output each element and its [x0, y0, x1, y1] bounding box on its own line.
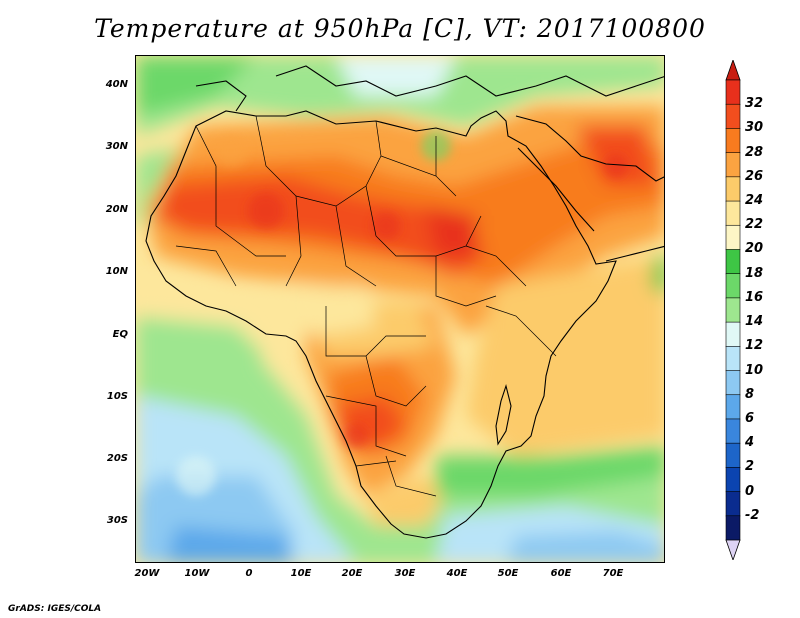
- lon-label-10e: 10E: [281, 568, 321, 579]
- temperature-map: [135, 55, 665, 563]
- chart-title: Temperature at 950hPa [C], VT: 201710080…: [0, 14, 800, 43]
- colorbar-label: 16: [745, 290, 763, 305]
- colorbar-segment: [726, 443, 740, 468]
- colorbar-label: 18: [745, 266, 763, 281]
- colorbar-segment: [726, 322, 740, 347]
- colorbar-segment: [726, 225, 740, 250]
- colorbar-segment: [726, 104, 740, 129]
- colorbar-segment: [726, 201, 740, 226]
- lat-label-30n: 30N: [88, 141, 128, 152]
- colorbar-label: -2: [745, 508, 759, 523]
- lon-label-20w: 20W: [127, 568, 167, 579]
- lat-label-10s: 10S: [88, 391, 128, 402]
- colorbar-segment: [726, 492, 740, 517]
- lon-label-60e: 60E: [541, 568, 581, 579]
- lat-label-eq: EQ: [88, 329, 128, 340]
- colorbar-label: 26: [745, 169, 763, 184]
- lon-label-30e: 30E: [385, 568, 425, 579]
- lon-label-50e: 50E: [488, 568, 528, 579]
- colorbar-under-arrow: [726, 540, 740, 560]
- colorbar-segment: [726, 467, 740, 492]
- colorbar-segment: [726, 80, 740, 105]
- colorbar-label: 2: [745, 459, 754, 474]
- lon-label-40e: 40E: [437, 568, 477, 579]
- lon-label-20e: 20E: [332, 568, 372, 579]
- colorbar-segment: [726, 371, 740, 396]
- colorbar-over-arrow: [726, 60, 740, 80]
- colorbar: [722, 60, 744, 560]
- colorbar-label: 12: [745, 338, 763, 353]
- map-canvas: [136, 56, 665, 563]
- colorbar-segment: [726, 395, 740, 420]
- lat-label-30s: 30S: [88, 515, 128, 526]
- colorbar-label: 30: [745, 120, 763, 135]
- credit-text: GrADS: IGES/COLA: [8, 604, 101, 614]
- colorbar-label: 24: [745, 193, 763, 208]
- colorbar-label: 8: [745, 387, 754, 402]
- lat-label-10n: 10N: [88, 266, 128, 277]
- colorbar-segment: [726, 274, 740, 299]
- colorbar-label: 32: [745, 96, 763, 111]
- colorbar-label: 4: [745, 435, 754, 450]
- colorbar-label: 22: [745, 217, 763, 232]
- lon-label-10w: 10W: [177, 568, 217, 579]
- lon-label-70e: 70E: [593, 568, 633, 579]
- lat-label-20s: 20S: [88, 453, 128, 464]
- colorbar-segment: [726, 298, 740, 323]
- colorbar-segment: [726, 177, 740, 202]
- lat-label-40n: 40N: [88, 79, 128, 90]
- colorbar-segment: [726, 128, 740, 153]
- colorbar-label: 0: [745, 484, 754, 499]
- lat-label-20n: 20N: [88, 204, 128, 215]
- lon-label-0: 0: [229, 568, 269, 579]
- colorbar-label: 14: [745, 314, 763, 329]
- colorbar-label: 6: [745, 411, 754, 426]
- colorbar-segment: [726, 346, 740, 371]
- colorbar-label: 10: [745, 363, 763, 378]
- colorbar-segment: [726, 249, 740, 274]
- colorbar-segment: [726, 419, 740, 444]
- colorbar-segment: [726, 516, 740, 541]
- colorbar-label: 20: [745, 241, 763, 256]
- colorbar-label: 28: [745, 145, 763, 160]
- colorbar-segment: [726, 153, 740, 178]
